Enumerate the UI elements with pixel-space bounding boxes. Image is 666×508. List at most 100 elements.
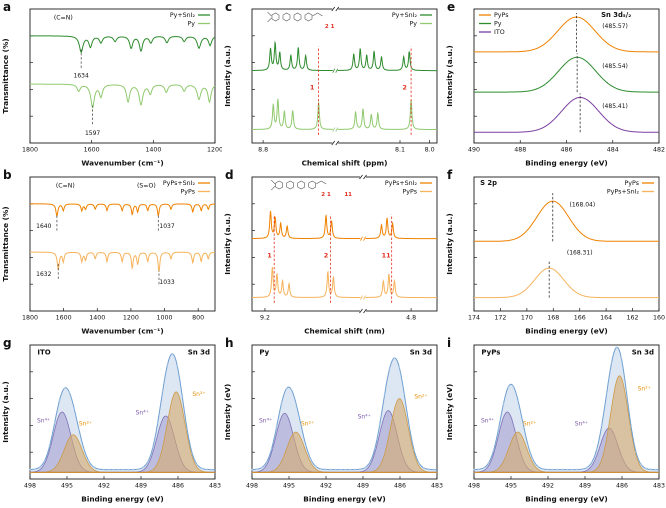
- svg-text:498: 498: [468, 483, 480, 490]
- svg-text:Sn 3d: Sn 3d: [410, 348, 432, 356]
- svg-text:Sn²⁺: Sn²⁺: [638, 386, 651, 393]
- svg-text:1037: 1037: [159, 223, 174, 230]
- panel-label-a: a: [3, 0, 12, 14]
- svg-text:495: 495: [505, 483, 517, 490]
- svg-text:483: 483: [431, 483, 443, 490]
- svg-text:Wavenumber (cm⁻¹): Wavenumber (cm⁻¹): [81, 327, 163, 336]
- svg-text:Py: Py: [494, 21, 502, 28]
- svg-text:488: 488: [514, 147, 526, 154]
- svg-text:Sn²⁺: Sn²⁺: [192, 391, 205, 398]
- svg-text:1000: 1000: [157, 315, 173, 322]
- svg-text:1640: 1640: [36, 223, 51, 230]
- svg-text:PyPs+SnI₂: PyPs+SnI₂: [607, 189, 640, 196]
- svg-text:1632: 1632: [36, 271, 51, 278]
- panel-label-i: i: [447, 336, 452, 350]
- svg-text:483: 483: [653, 483, 665, 490]
- svg-text:Sn⁴⁺: Sn⁴⁺: [358, 414, 371, 421]
- svg-text:(485.54): (485.54): [602, 63, 628, 70]
- svg-text:Binding energy (eV): Binding energy (eV): [525, 495, 607, 504]
- svg-text:(C=N): (C=N): [54, 15, 73, 22]
- svg-text:164: 164: [600, 315, 612, 322]
- svg-text:Sn 3d: Sn 3d: [632, 348, 654, 356]
- svg-text:Sn⁴⁺: Sn⁴⁺: [481, 418, 494, 425]
- panel-c: c 8.8 8.1 8.0 Chemical shift (ppm) Intensity…: [222, 0, 444, 168]
- svg-text:PyPs: PyPs: [403, 189, 418, 196]
- svg-text:174: 174: [468, 315, 480, 322]
- svg-text:1400: 1400: [89, 315, 105, 322]
- svg-text:495: 495: [283, 483, 295, 490]
- svg-text:800: 800: [192, 315, 204, 322]
- svg-text:490: 490: [468, 147, 480, 154]
- svg-text:Transmittance (%): Transmittance (%): [1, 38, 10, 113]
- panel-b: b 1800 1600 1400 1200 1000 800 Wavenumber (cm⁻…: [0, 168, 222, 336]
- svg-text:Py+SnI₂: Py+SnI₂: [170, 12, 196, 19]
- svg-text:Sn 3d₅/₂: Sn 3d₅/₂: [601, 11, 631, 19]
- svg-text:484: 484: [607, 147, 619, 154]
- svg-text:8.0: 8.0: [425, 147, 435, 154]
- svg-text:11: 11: [382, 251, 392, 259]
- svg-text:Sn²⁺: Sn²⁺: [301, 420, 314, 427]
- svg-text:489: 489: [579, 483, 591, 490]
- svg-text:1600: 1600: [56, 315, 72, 322]
- svg-text:Wavenumber (cm⁻¹): Wavenumber (cm⁻¹): [81, 159, 163, 168]
- svg-text:(168.31): (168.31): [567, 250, 593, 257]
- svg-text:Intensity (a.u.): Intensity (a.u.): [223, 45, 232, 107]
- svg-text:Intensity (a.u.): Intensity (a.u.): [223, 213, 232, 275]
- panel-f: f 174 172 170 168 166 164 162 160 Binding energy…: [444, 168, 666, 336]
- panel-e: e 490 488 486 484 482 Binding energy (eV) Inte…: [444, 0, 666, 168]
- svg-text:489: 489: [135, 483, 147, 490]
- svg-text:S 2p: S 2p: [480, 179, 497, 187]
- svg-text:PyPs: PyPs: [494, 12, 509, 19]
- svg-text:2: 2: [402, 83, 407, 91]
- nmr-py-chart: 8.8 8.1 8.0 Chemical shift (ppm) Intensity (…: [223, 6, 438, 168]
- svg-text:ITO: ITO: [494, 29, 505, 36]
- panel-a: a 1800 1600 1400 1200 Wavenumber (cm⁻¹) Trans…: [0, 0, 223, 168]
- ftir-py-chart: 1800 1600 1400 1200 Wavenumber (cm⁻¹) Transmi…: [1, 8, 223, 168]
- panel-label-b: b: [3, 168, 12, 182]
- xps-sn3d52-chart: 490 488 486 484 482 Binding energy (eV) Intens…: [445, 8, 665, 168]
- svg-text:11: 11: [344, 192, 352, 198]
- svg-text:Chemical shift (ppm): Chemical shift (ppm): [302, 159, 388, 168]
- svg-text:Intensity (eV): Intensity (eV): [223, 384, 232, 440]
- panel-label-c: c: [225, 0, 233, 14]
- svg-text:1597: 1597: [85, 130, 100, 137]
- svg-text:486: 486: [560, 147, 572, 154]
- svg-text:1634: 1634: [74, 72, 89, 79]
- svg-text:Binding energy (eV): Binding energy (eV): [303, 495, 385, 504]
- panel-g: g 498 495 492 489 486 483 Binding energy (eV) I…: [0, 336, 222, 504]
- svg-text:9.2: 9.2: [260, 315, 270, 322]
- svg-text:170: 170: [521, 315, 533, 322]
- xps-fit-ito-chart: 498 495 492 489 486 483 Binding energy (eV) Int…: [1, 344, 221, 504]
- svg-text:492: 492: [542, 483, 554, 490]
- svg-text:498: 498: [24, 483, 36, 490]
- svg-text:Py: Py: [259, 348, 269, 356]
- panel-label-f: f: [447, 168, 453, 182]
- svg-text:162: 162: [627, 315, 639, 322]
- svg-text:1: 1: [310, 83, 315, 91]
- svg-text:492: 492: [98, 483, 110, 490]
- svg-text:Intensity (eV): Intensity (eV): [445, 384, 454, 440]
- svg-text:492: 492: [320, 483, 332, 490]
- ftir-pyps-chart: 1800 1600 1400 1200 1000 800 Wavenumber (cm⁻¹)…: [1, 176, 216, 336]
- xps-fit-pyps-chart: 498 495 492 489 486 483 Binding energy (eV) Int…: [445, 344, 665, 504]
- panel-h: h 498 495 492 489 486 483 Binding energy (eV) I…: [222, 336, 444, 504]
- panel-label-d: d: [225, 168, 234, 182]
- svg-text:2 1: 2 1: [321, 192, 331, 198]
- svg-text:2 1: 2 1: [325, 24, 335, 30]
- nmr-pyps-chart: 9.2 4.8 Chemical shift (nm) Intensity (a.u.…: [223, 174, 438, 336]
- svg-text:ITO: ITO: [37, 348, 50, 356]
- svg-text:Sn⁴⁺: Sn⁴⁺: [136, 410, 149, 417]
- svg-text:PyPs: PyPs: [181, 189, 196, 196]
- svg-text:486: 486: [172, 483, 184, 490]
- svg-text:1200: 1200: [123, 315, 139, 322]
- svg-text:166: 166: [574, 315, 586, 322]
- svg-text:168: 168: [547, 315, 559, 322]
- svg-text:172: 172: [494, 315, 506, 322]
- svg-text:PyPs: PyPs: [625, 180, 640, 187]
- svg-text:4.8: 4.8: [406, 315, 416, 322]
- svg-text:Py+SnI₂: Py+SnI₂: [392, 12, 418, 19]
- svg-text:Sn²⁺: Sn²⁺: [523, 420, 536, 427]
- svg-text:Intensity (a.u.): Intensity (a.u.): [1, 381, 10, 443]
- svg-text:8.1: 8.1: [395, 147, 405, 154]
